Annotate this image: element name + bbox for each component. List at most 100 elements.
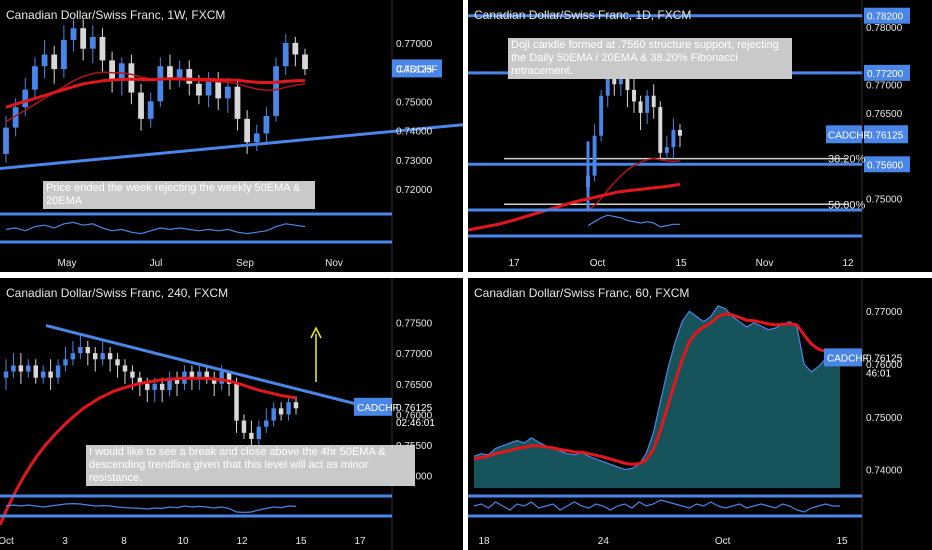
candle-body (40, 371, 46, 378)
candle-body (22, 89, 29, 108)
candle-body (55, 365, 61, 378)
current-price-label: 0.76125 (396, 64, 433, 75)
candle-body (41, 54, 48, 67)
candle-body (89, 37, 96, 49)
candle-body (12, 107, 19, 128)
candle-body (651, 95, 656, 108)
candle-body (109, 60, 115, 81)
x-tick-label: 12 (842, 258, 854, 269)
fib-label: 38.20% (828, 154, 866, 166)
candle-body (292, 42, 299, 55)
candle-body (645, 95, 650, 113)
candle-body (271, 408, 276, 421)
price-area-line (473, 305, 841, 471)
symbol-tag: CADCHF (357, 403, 399, 414)
candle-body (204, 371, 209, 378)
current-price-label: 0.76125 (396, 403, 433, 414)
h1-chart-title: Canadian Dollar/Swiss Franc, 60, FXCM (474, 286, 690, 300)
candle-body (107, 353, 113, 360)
x-tick-label: 18 (478, 536, 490, 547)
candle-body (664, 147, 669, 153)
h1-chart-panel[interactable]: 0.77000 0.76000 0.75000 0.74000 18 24 Oct 15 CAD… (468, 278, 932, 550)
daily-chart-panel[interactable]: 0.78200 0.77200 0.75600 38.20% 50.00% 0.78000… (468, 0, 932, 272)
candle-body (253, 133, 260, 143)
x-tick-label: Jul (150, 258, 163, 269)
y-tick-label: 0.77000 (396, 39, 433, 50)
symbol-tag-bg (826, 125, 862, 144)
up-arrow-head (310, 326, 322, 339)
price-area-fill (474, 305, 840, 488)
candle-body (215, 80, 222, 99)
symbol-tag: CADCHF (827, 353, 869, 364)
y-tick-label: 0.76000 (866, 360, 903, 371)
symbol-tag: CADCHF (828, 130, 870, 141)
countdown-label: 46:01 (866, 368, 891, 379)
candle-body (130, 371, 135, 378)
y-tick-label: 0.78000 (866, 23, 903, 34)
ema-line (473, 312, 841, 466)
current-price-label: 0.76125 (867, 130, 904, 141)
candle-body (63, 359, 68, 366)
candle-body (244, 118, 251, 143)
candle-body (226, 371, 232, 384)
h4-chart-title: Canadian Dollar/Swiss Franc, 240, FXCM (6, 286, 229, 300)
candle-body (174, 377, 180, 384)
h4-chart-panel[interactable]: 0.775000.770000.765000.760000.755000.750… (0, 278, 463, 550)
y-tick-label: 0.77000 (866, 307, 903, 318)
candle-body (278, 408, 284, 415)
weekly-chart-panel[interactable]: 0.770000.760000.750000.740000.730000.720… (0, 0, 463, 272)
y-tick-label: 0.74000 (396, 127, 433, 138)
candle-body (205, 80, 212, 96)
level-tag-bg (864, 64, 910, 81)
candle-body (197, 371, 202, 378)
candle-body (273, 66, 279, 116)
candle-body (176, 69, 183, 78)
x-tick-label: Oct (0, 536, 14, 547)
y-tick-label: 0.75000 (866, 195, 903, 206)
symbol-tag-bg (824, 348, 862, 367)
h4-chart-svg: 0.775000.770000.765000.760000.755000.750… (0, 278, 435, 550)
candle-body (99, 37, 106, 61)
y-tick-label: 0.76000 (396, 410, 433, 421)
candle-body (586, 175, 590, 188)
level-tag: 0.75600 (867, 160, 904, 171)
candle-body (211, 377, 217, 384)
candle-body (632, 90, 636, 102)
y-tick-label: 0.76500 (396, 380, 433, 391)
candle-body (32, 66, 38, 90)
level-tag-bg (864, 156, 910, 173)
candle-body (249, 432, 254, 439)
symbol-tag: CADCHF (396, 64, 438, 75)
x-tick-label: 10 (177, 536, 189, 547)
candle-body (286, 402, 291, 415)
x-tick-label: 12 (236, 536, 248, 547)
level-tag: 0.77200 (867, 69, 904, 80)
candle-body (638, 101, 643, 113)
x-tick-label: Nov (325, 258, 343, 269)
y-tick-label: 0.75000 (396, 97, 433, 108)
y-tick-label: 0.75000 (866, 413, 903, 424)
x-tick-label: 3 (62, 536, 68, 547)
fib-label: 50.00% (828, 199, 866, 211)
candle-body (137, 377, 143, 384)
x-tick-label: 24 (598, 536, 610, 547)
candle-body (293, 402, 299, 409)
ema50-line (0, 376, 297, 526)
ema50-line (5, 77, 306, 109)
candle-body (152, 383, 157, 390)
oscillator-line (5, 502, 297, 514)
daily-annotation: Doji candle formed at .7560 structure su… (508, 38, 792, 79)
oscillator-line (587, 214, 680, 228)
candle-body (33, 365, 38, 378)
ema20-line (587, 157, 681, 211)
y-tick-label: 0.77000 (396, 349, 433, 360)
x-tick-label: Sep (236, 258, 254, 269)
symbol-tag-bg (392, 59, 442, 78)
weekly-chart-svg: 0.770000.760000.750000.740000.730000.720… (0, 0, 463, 272)
x-tick-label: Oct (590, 258, 606, 269)
symbol-tag-bg (354, 397, 392, 416)
candle-body (18, 365, 24, 372)
candle-body (605, 72, 610, 96)
weekly-chart-title: Canadian Dollar/Swiss Franc, 1W, FXCM (6, 8, 226, 22)
x-tick-label: 17 (508, 258, 520, 269)
